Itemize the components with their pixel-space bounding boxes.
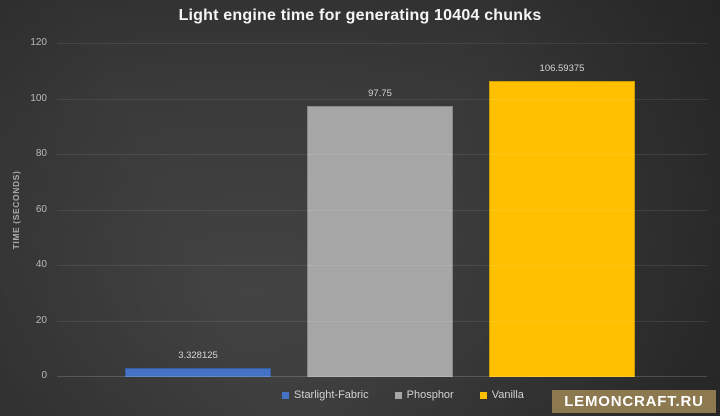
y-tick-label-20: 20: [35, 314, 47, 326]
bar-slot-vanilla: 106.59375: [471, 44, 653, 377]
legend-item-vanilla: Vanilla: [479, 389, 524, 401]
bar-slot-starlight-fabric: 3.328125: [107, 44, 289, 377]
bar-starlight-fabric: [125, 368, 271, 377]
gridline-0: [57, 376, 707, 377]
legend-swatch-phosphor: [394, 391, 402, 399]
gridline-100: [57, 98, 707, 100]
y-axis-title: TIME (SECONDS): [11, 170, 21, 250]
y-tick-label-120: 120: [30, 37, 47, 48]
bar-value-label-starlight-fabric: 3.328125: [178, 350, 218, 361]
legend-item-starlight-fabric: Starlight-Fabric: [282, 389, 369, 401]
y-tick-label-0: 0: [41, 370, 47, 381]
y-tick-label-40: 40: [35, 259, 47, 270]
legend-swatch-starlight-fabric: [282, 391, 290, 399]
legend-label-phosphor: Phosphor: [406, 389, 454, 401]
gridline-80: [57, 154, 707, 155]
gridline-20: [57, 320, 707, 322]
legend: Starlight-Fabric Phosphor Vanilla: [107, 389, 699, 401]
legend-label-starlight-fabric: Starlight-Fabric: [294, 389, 369, 401]
bar-value-label-vanilla: 106.59375: [539, 63, 585, 74]
watermark: LEMONCRAFT.RU: [552, 390, 716, 413]
bar-value-label-phosphor: 97.75: [368, 88, 392, 99]
chart-title: Light engine time for generating 10404 c…: [178, 7, 542, 24]
bar-vanilla: [489, 81, 635, 377]
gridline-60: [57, 209, 707, 211]
gridline-120: [57, 43, 707, 44]
gridline-40: [57, 265, 707, 266]
plot-area: 3.328125 97.75 106.59375 0 20 40 60 80 100 120: [30, 38, 707, 381]
y-tick-label-80: 80: [35, 148, 47, 159]
legend-swatch-vanilla: [479, 391, 487, 399]
legend-label-vanilla: Vanilla: [491, 389, 524, 401]
bar-phosphor: [307, 106, 453, 377]
legend-item-phosphor: Phosphor: [394, 389, 454, 401]
bars-row: 3.328125 97.75 106.59375: [107, 44, 653, 377]
y-tick-label-60: 60: [35, 203, 47, 215]
y-tick-label-100: 100: [30, 92, 47, 104]
bar-slot-phosphor: 97.75: [289, 44, 471, 377]
